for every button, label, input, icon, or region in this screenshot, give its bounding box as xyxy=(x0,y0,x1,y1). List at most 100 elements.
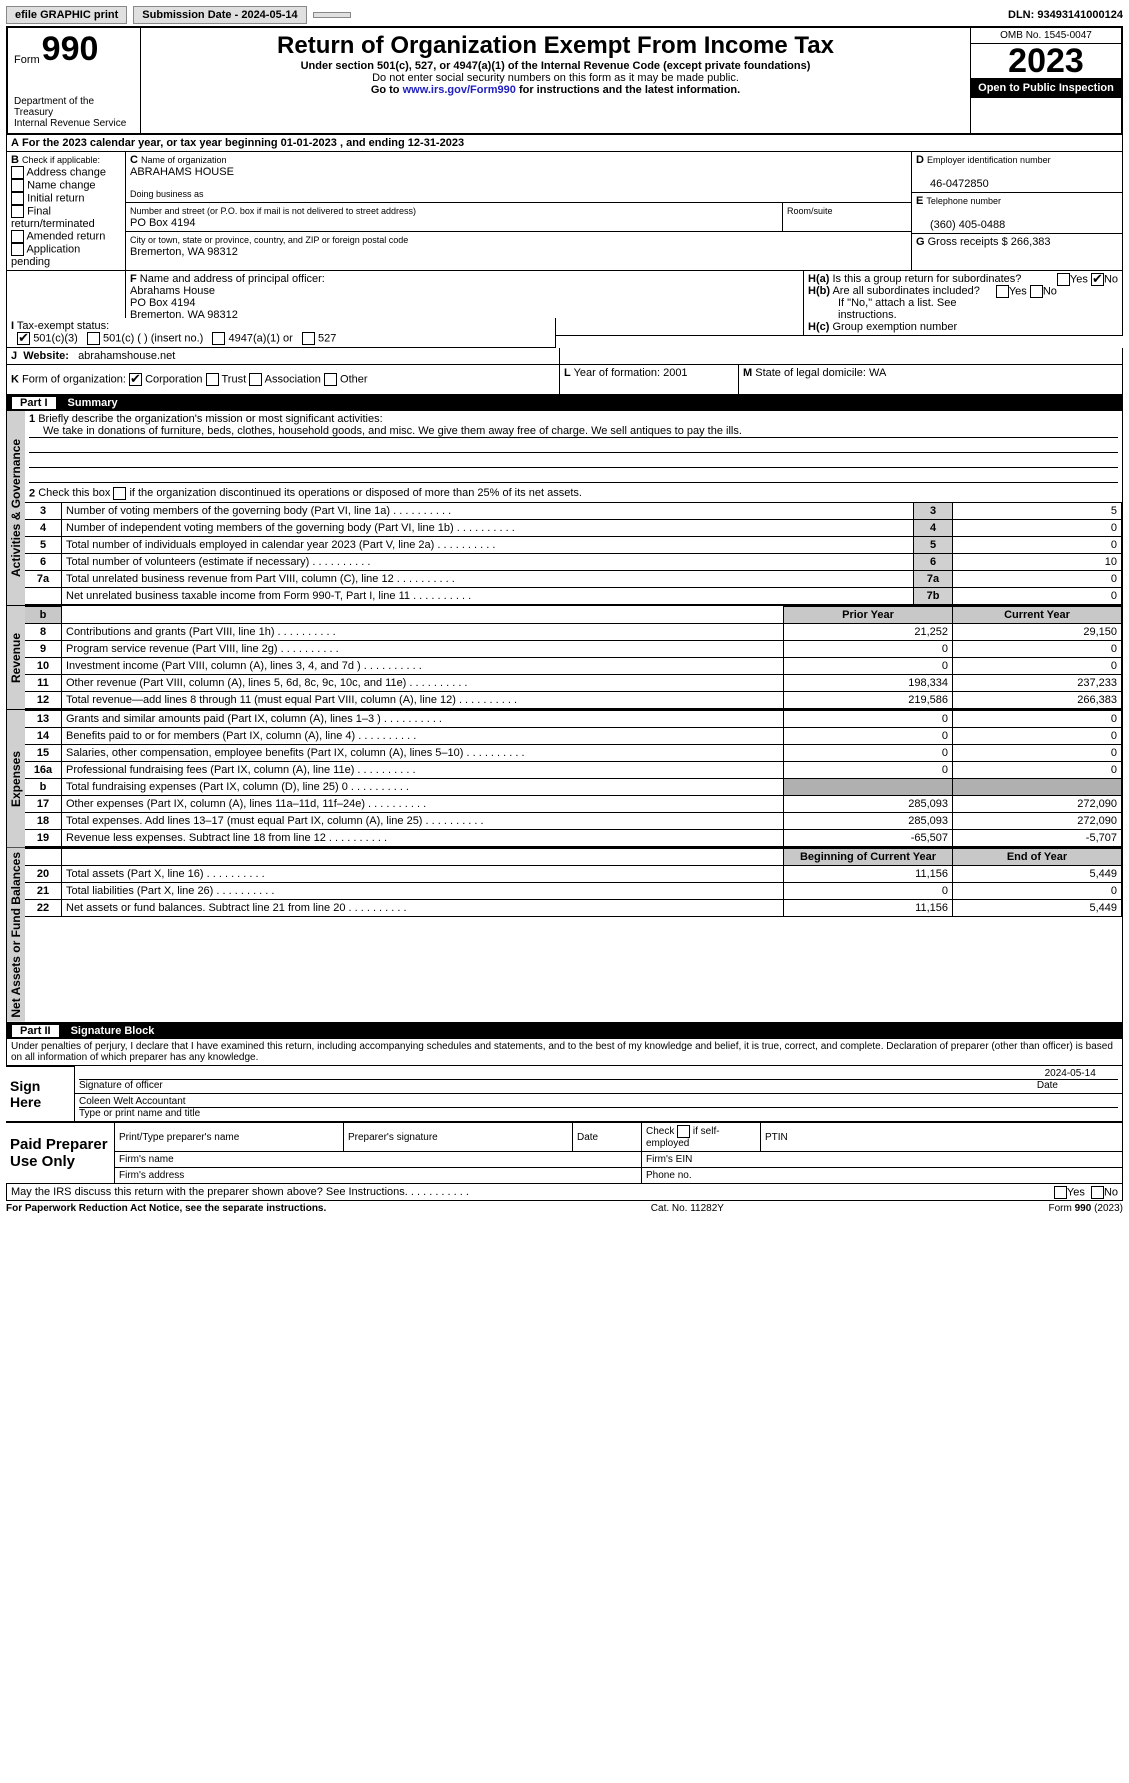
org-address: PO Box 4194 xyxy=(130,217,195,229)
cb-self-employed[interactable] xyxy=(677,1125,690,1138)
expenses-table: 13Grants and similar amounts paid (Part … xyxy=(25,710,1122,847)
year-formation-label: Year of formation: xyxy=(574,367,660,379)
part1-header: Part I Summary xyxy=(6,395,1123,411)
section-b-to-g: B Check if applicable: Address change Na… xyxy=(6,152,1123,271)
cb-501c3[interactable] xyxy=(17,332,30,345)
summary-expenses: Expenses 13Grants and similar amounts pa… xyxy=(6,710,1123,848)
cb-amended[interactable] xyxy=(11,230,24,243)
officer-printed-name: Coleen Welt Accountant xyxy=(79,1096,1118,1108)
website-label: Website: xyxy=(23,350,69,362)
org-name: ABRAHAMS HOUSE xyxy=(130,166,234,178)
cb-corp[interactable] xyxy=(129,373,142,386)
firm-name-label: Firm's name xyxy=(115,1152,642,1168)
city-label: City or town, state or province, country… xyxy=(130,235,408,245)
subtitle-3: Go to www.irs.gov/Form990 for instructio… xyxy=(149,84,962,96)
opt-527: 527 xyxy=(318,332,336,344)
cb-discuss-no[interactable] xyxy=(1091,1186,1104,1199)
form-footer: Form 990 (2023) xyxy=(1049,1203,1123,1214)
irs-link[interactable]: www.irs.gov/Form990 xyxy=(403,84,516,96)
mission-text: We take in donations of furniture, beds,… xyxy=(29,425,1118,438)
section-i: I Tax-exempt status: 501(c)(3) 501(c) ( … xyxy=(6,318,1123,348)
line-a: A For the 2023 calendar year, or tax yea… xyxy=(6,135,1123,152)
type-name-label: Type or print name and title xyxy=(79,1108,200,1119)
cb-assoc[interactable] xyxy=(249,373,262,386)
opt-501c3: 501(c)(3) xyxy=(33,332,78,344)
opt-trust: Trust xyxy=(221,373,246,385)
part2-header: Part II Signature Block xyxy=(6,1023,1123,1039)
sign-here-label: Sign Here xyxy=(6,1066,75,1122)
section-j: J Website: abrahamshouse.net xyxy=(6,348,1123,365)
dln-label: DLN: 93493141000124 xyxy=(1008,9,1123,21)
page-title: Return of Organization Exempt From Incom… xyxy=(149,32,962,60)
year-formation-value: 2001 xyxy=(663,367,687,379)
cb-pending[interactable] xyxy=(11,243,24,256)
cb-address-change[interactable] xyxy=(11,166,24,179)
sign-here-table: Sign Here 2024-05-14 Signature of office… xyxy=(6,1066,1123,1123)
cb-ha-yes[interactable] xyxy=(1057,273,1070,286)
vlabel-activities: Activities & Governance xyxy=(7,411,25,605)
form-number: Form990 xyxy=(14,32,134,66)
netassets-table: Beginning of Current YearEnd of Year 20T… xyxy=(25,848,1122,917)
paperwork-notice: For Paperwork Reduction Act Notice, see … xyxy=(6,1203,326,1214)
ag-table: 3Number of voting members of the governi… xyxy=(25,502,1122,605)
blank-button[interactable] xyxy=(313,12,351,18)
cb-trust[interactable] xyxy=(206,373,219,386)
cb-discuss-yes[interactable] xyxy=(1054,1186,1067,1199)
officer-label: Name and address of principal officer: xyxy=(140,273,325,285)
submission-date-button[interactable]: Submission Date - 2024-05-14 xyxy=(133,6,306,24)
prep-sig-label: Preparer's signature xyxy=(344,1123,573,1152)
vlabel-expenses: Expenses xyxy=(7,710,25,847)
firm-addr-label: Firm's address xyxy=(115,1168,642,1184)
gross-value: 266,383 xyxy=(1011,236,1051,248)
footer: For Paperwork Reduction Act Notice, see … xyxy=(6,1201,1123,1216)
open-inspection-badge: Open to Public Inspection xyxy=(971,78,1121,98)
paid-preparer-table: Paid Preparer Use Only Print/Type prepar… xyxy=(6,1122,1123,1184)
cb-4947[interactable] xyxy=(212,332,225,345)
domicile-value: WA xyxy=(869,367,886,379)
opt-assoc: Association xyxy=(265,373,321,385)
revenue-table: bPrior YearCurrent Year 8Contributions a… xyxy=(25,606,1122,709)
cb-501c[interactable] xyxy=(87,332,100,345)
domicile-label: State of legal domicile: xyxy=(755,367,866,379)
top-bar: efile GRAPHIC print Submission Date - 20… xyxy=(6,6,1123,28)
sig-date-value: 2024-05-14 xyxy=(1045,1068,1096,1079)
prep-name-label: Print/Type preparer's name xyxy=(115,1123,344,1152)
cb-hb-yes[interactable] xyxy=(996,285,1009,298)
c-name-label: Name of organization xyxy=(141,155,227,165)
org-city: Bremerton, WA 98312 xyxy=(130,246,238,258)
opt-4947: 4947(a)(1) or xyxy=(229,332,293,344)
cb-other[interactable] xyxy=(324,373,337,386)
dba-label: Doing business as xyxy=(130,189,204,199)
firm-phone-label: Phone no. xyxy=(642,1168,1123,1184)
opt-initial-return: Initial return xyxy=(27,192,84,204)
firm-ein-label: Firm's EIN xyxy=(642,1152,1123,1168)
cb-final-return[interactable] xyxy=(11,205,24,218)
ha-label: Is this a group return for subordinates? xyxy=(832,273,1021,285)
opt-amended: Amended return xyxy=(26,230,105,242)
cb-discontinued[interactable] xyxy=(113,487,126,500)
cb-hb-no[interactable] xyxy=(1030,285,1043,298)
efile-print-button[interactable]: efile GRAPHIC print xyxy=(6,6,127,24)
paid-preparer-label: Paid Preparer Use Only xyxy=(6,1123,115,1184)
form-header: Form990 Department of the Treasury Inter… xyxy=(6,28,1123,135)
section-klm: K Form of organization: Corporation Trus… xyxy=(6,365,1123,395)
ein-value: 46-0472850 xyxy=(916,178,989,190)
vlabel-netassets: Net Assets or Fund Balances xyxy=(7,848,25,1022)
opt-corp: Corporation xyxy=(145,373,202,385)
cb-name-change[interactable] xyxy=(11,179,24,192)
ptin-label: PTIN xyxy=(761,1123,1123,1152)
addr-label: Number and street (or P.O. box if mail i… xyxy=(130,206,416,216)
cb-527[interactable] xyxy=(302,332,315,345)
summary-revenue: Revenue bPrior YearCurrent Year 8Contrib… xyxy=(6,606,1123,710)
cb-initial-return[interactable] xyxy=(11,192,24,205)
gross-label: Gross receipts $ xyxy=(928,236,1008,248)
ein-label: Employer identification number xyxy=(927,155,1051,165)
cb-ha-no[interactable] xyxy=(1091,273,1104,286)
form-org-label: Form of organization: xyxy=(22,373,126,385)
b-label: Check if applicable: xyxy=(22,155,100,165)
self-employed-label: Check if self-employed xyxy=(642,1123,761,1152)
phone-value: (360) 405-0488 xyxy=(916,219,1005,231)
phone-label: Telephone number xyxy=(926,196,1001,206)
date-label: Date xyxy=(1037,1080,1058,1091)
l1-label: Briefly describe the organization's miss… xyxy=(38,413,382,425)
